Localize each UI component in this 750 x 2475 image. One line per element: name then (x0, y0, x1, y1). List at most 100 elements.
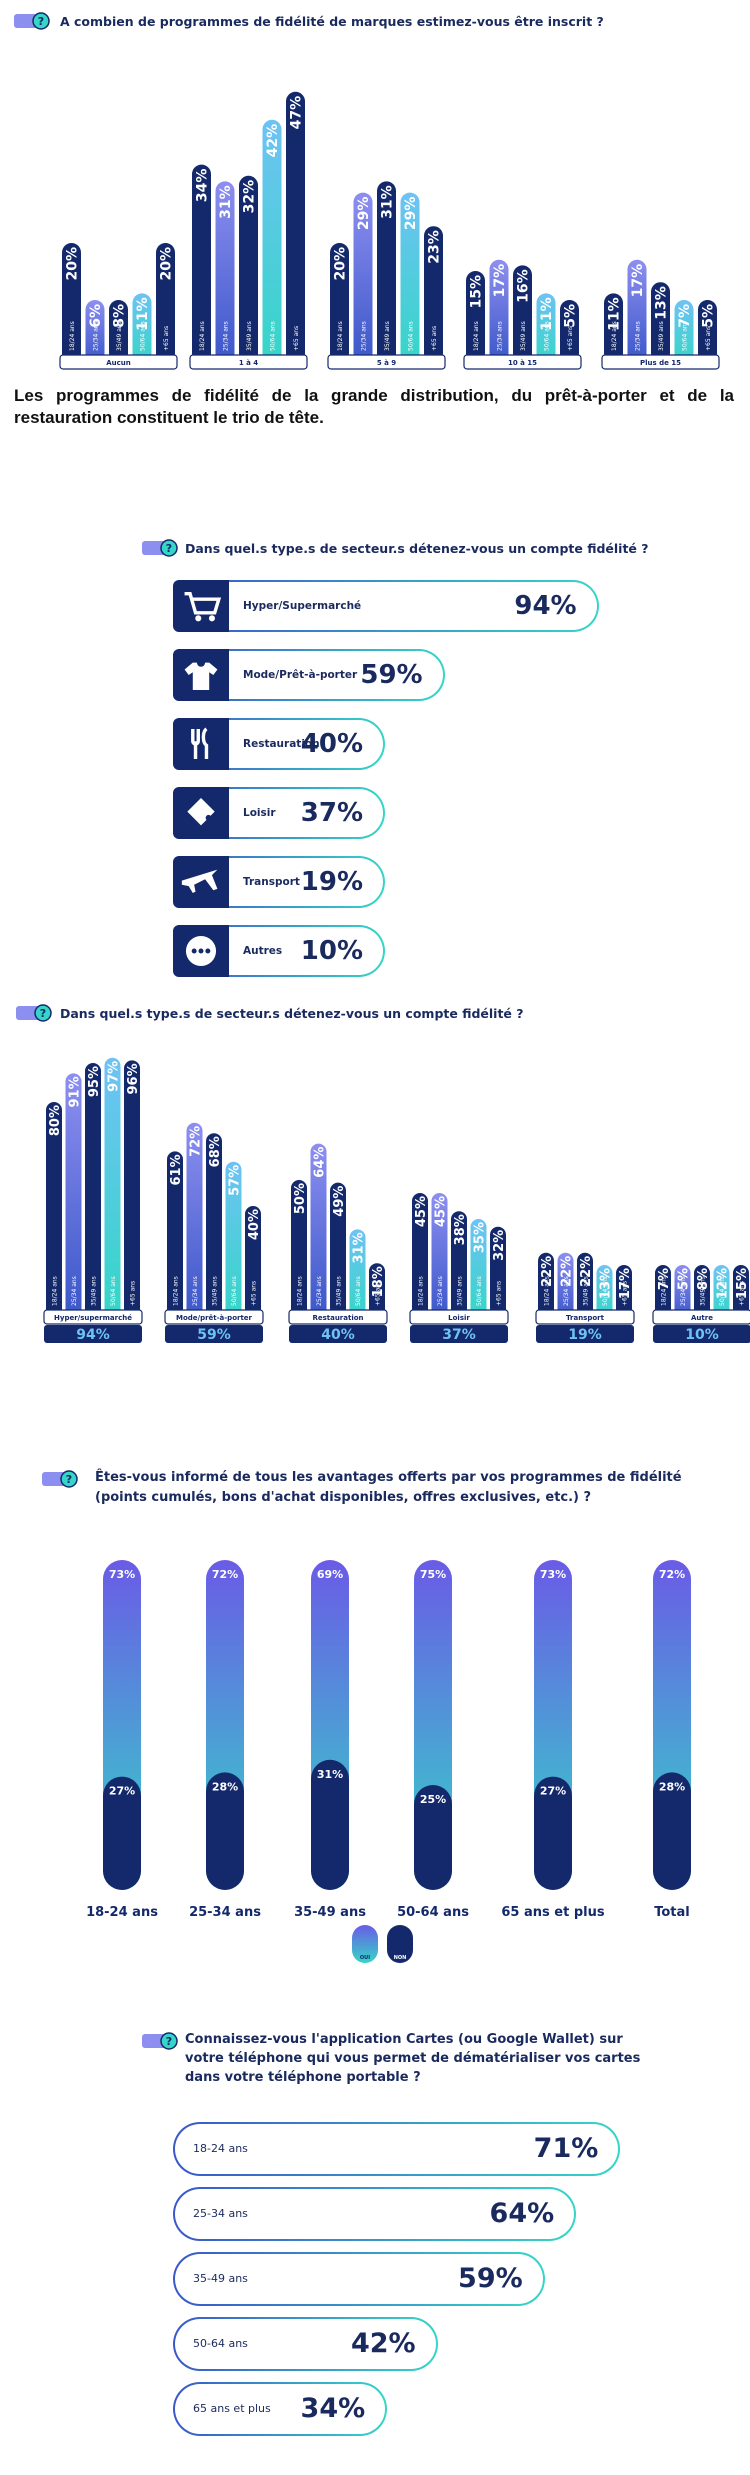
age-label: 50/64 ans (231, 1276, 238, 1306)
age-label: 25/34 ans (680, 1276, 687, 1306)
bar-value-label: 34% (195, 169, 211, 203)
age-label: +65 ans (130, 1281, 137, 1306)
bar (156, 243, 175, 363)
age-label: 35/49 ans (91, 1276, 98, 1306)
sector-percent: 10% (300, 936, 363, 966)
sector-bar: Loisir 37% (173, 787, 385, 839)
age-label: 50/64 ans (270, 321, 277, 351)
age-group-label: 50-64 ans (397, 1905, 469, 1920)
bar-value-label: 8% (696, 1268, 711, 1290)
age-label: 25/34 ans (192, 1276, 199, 1306)
age-label: 50/64 ans (110, 1276, 117, 1306)
bar-value-label: 31% (380, 185, 396, 219)
age-label: 35/49 ans (520, 321, 527, 351)
age-label: 18/24 ans (661, 1276, 668, 1306)
bar (330, 1182, 346, 1318)
bar-value-label: 13% (599, 1268, 614, 1299)
bar (513, 265, 532, 363)
total-label: 59% (197, 1327, 231, 1343)
more-icon (173, 925, 229, 977)
tshirt-icon (173, 649, 229, 701)
age-label: 25/34 ans (93, 321, 100, 351)
age-label: 18/24 ans (611, 321, 618, 351)
legend-oui-label: OUI (360, 1955, 370, 1961)
category-box (288, 1309, 388, 1325)
sector-percent: 40% (300, 729, 363, 759)
age-group-label: 35-49 ans (294, 1905, 366, 1920)
wallet-bar: 65 ans et plus 34% (173, 2382, 388, 2436)
bar (560, 300, 579, 363)
bar-value-label: 49% (332, 1186, 347, 1217)
bar-value-label: 12% (716, 1268, 731, 1299)
bar (489, 259, 509, 363)
section2-title: Dans quel.s type.s de secteur.s détenez-… (185, 541, 649, 556)
svg-text:?: ? (166, 542, 172, 555)
bar (627, 259, 647, 363)
age-label: 18/24 ans (473, 321, 480, 351)
non-label: 31% (317, 1768, 343, 1781)
bar-value-label: 80% (48, 1105, 63, 1136)
section5-title-line3: dans votre téléphone portable ? (185, 2070, 421, 2085)
age-label: 50/64 ans (476, 1276, 483, 1306)
bar-value-label: 11% (135, 297, 151, 331)
age-label: +65 ans (705, 326, 712, 351)
category-box (652, 1309, 750, 1325)
age-group-label: 18-24 ans (86, 1905, 158, 1920)
age-label: +65 ans (375, 1281, 382, 1306)
bar (536, 293, 556, 363)
informed-chart: 73% 27% 18-24 ans 72% 28% 25-34 ans 69% 31% 35-4… (86, 1560, 691, 1963)
plane-icon (173, 856, 229, 908)
age-label: 50/64 ans (355, 1276, 362, 1306)
category-label: 5 à 9 (377, 359, 396, 367)
bar (733, 1265, 749, 1318)
age-label: 35/49 ans (457, 1276, 464, 1306)
age-group-label: 25-34 ans (189, 1905, 261, 1920)
bar-value-label: 15% (469, 275, 485, 309)
category-box (164, 1309, 264, 1325)
bar (538, 1252, 554, 1318)
sector-label: Mode/Prêt-à-porter (243, 669, 358, 681)
bar (245, 1206, 261, 1318)
bar (651, 282, 670, 363)
bar-value-label: 40% (247, 1209, 262, 1240)
bar-value-label: 20% (65, 247, 81, 281)
oui-label: 73% (109, 1568, 135, 1581)
section1-title: A combien de programmes de fidélité de m… (60, 14, 604, 29)
svg-text:?: ? (166, 2035, 172, 2048)
question-icon: ? (14, 12, 50, 30)
legend-oui-swatch (352, 1925, 378, 1963)
age-label: +65 ans (163, 326, 170, 351)
wallet-percent: 64% (489, 2198, 555, 2229)
bar (674, 1265, 691, 1318)
non-bar (653, 1772, 691, 1890)
bar-value-label: 5% (563, 304, 579, 328)
age-label: +65 ans (622, 1281, 629, 1306)
cart-icon (173, 580, 229, 632)
ticket-icon (173, 787, 229, 839)
total-box (165, 1325, 263, 1343)
bar (698, 300, 717, 363)
total-box (289, 1325, 387, 1343)
category-box (601, 354, 720, 370)
bar (400, 192, 420, 363)
bar (557, 1252, 574, 1318)
category-label: Mode/prêt-à-porter (176, 1314, 253, 1322)
sector-bar: Transport 19% (173, 856, 385, 908)
section-wallet-app: ? Connaissez-vous l'application Cartes (… (0, 2030, 750, 2470)
sector-percent: 94% (514, 591, 577, 621)
age-group-label: 25-34 ans (193, 2207, 248, 2220)
legend-non-swatch (387, 1925, 413, 1963)
question-icon: ? (16, 1004, 52, 1022)
category-label: 10 à 15 (508, 359, 537, 367)
bar (286, 91, 305, 364)
age-label: 18/24 ans (418, 1276, 425, 1306)
category-box (327, 354, 446, 370)
sector-label: Autres (243, 945, 283, 957)
bar (466, 271, 485, 363)
category-box (463, 354, 582, 370)
age-label: +65 ans (431, 326, 438, 351)
age-label: 35/49 ans (246, 321, 253, 351)
bar-value-label: 22% (560, 1256, 575, 1287)
bar (431, 1193, 448, 1318)
total-box (653, 1325, 750, 1343)
